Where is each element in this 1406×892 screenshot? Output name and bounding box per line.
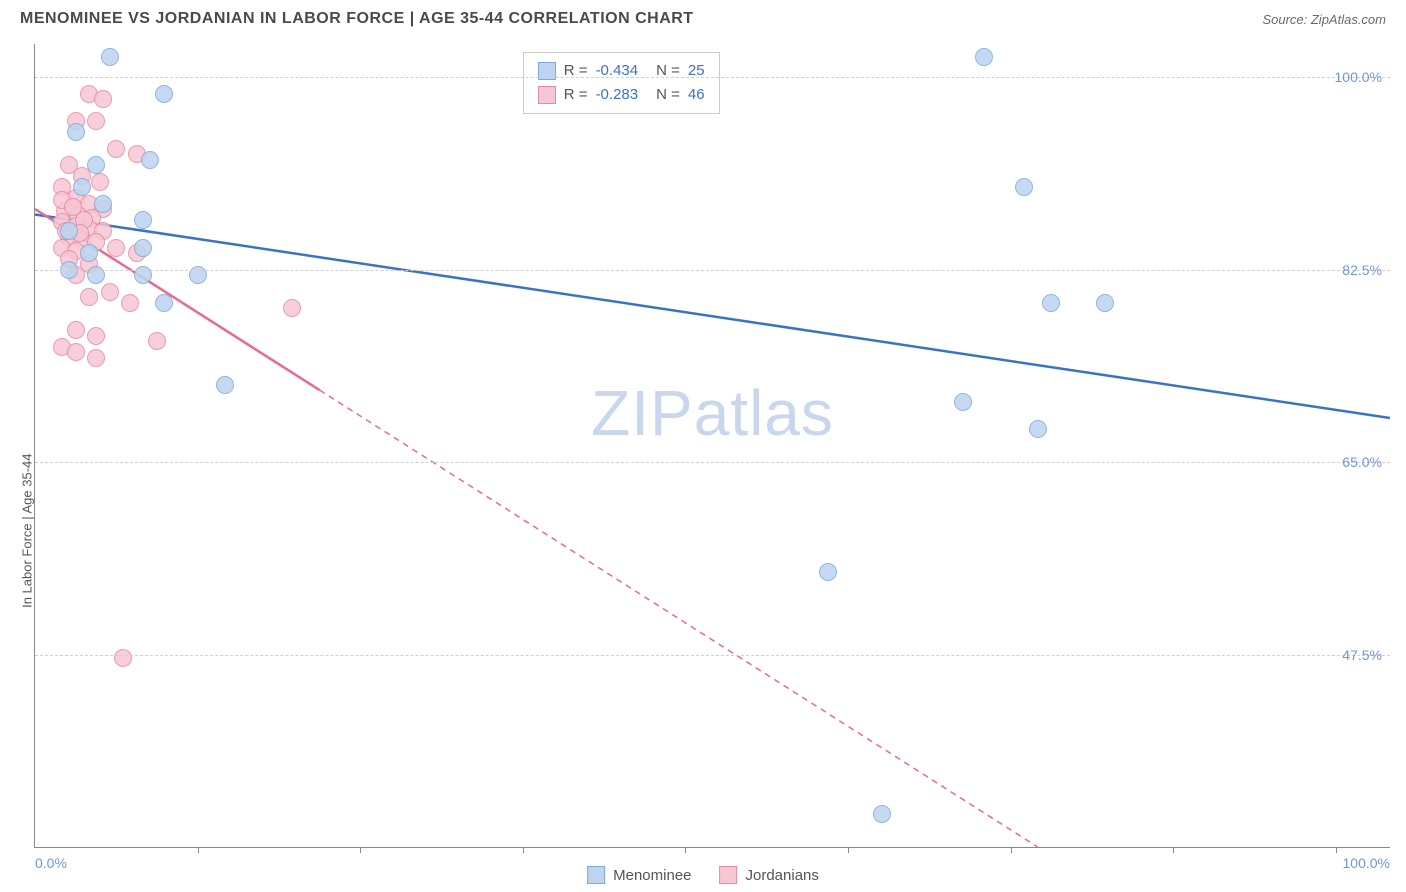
data-point-jordanians — [87, 349, 105, 367]
data-point-menominee — [975, 48, 993, 66]
data-point-menominee — [134, 211, 152, 229]
data-point-menominee — [1042, 294, 1060, 312]
data-point-jordanians — [87, 112, 105, 130]
data-point-jordanians — [80, 288, 98, 306]
gridline — [35, 270, 1390, 271]
data-point-menominee — [141, 151, 159, 169]
data-point-menominee — [94, 195, 112, 213]
x-tick-mark — [1173, 847, 1174, 853]
data-point-menominee — [1096, 294, 1114, 312]
x-tick-mark — [360, 847, 361, 853]
x-tick-mark — [1336, 847, 1337, 853]
data-point-jordanians — [67, 321, 85, 339]
data-point-menominee — [80, 244, 98, 262]
stats-row-menominee: R = -0.434 N = 25 — [538, 59, 705, 83]
gridline — [35, 462, 1390, 463]
data-point-menominee — [73, 178, 91, 196]
legend-swatch-menominee — [587, 866, 605, 884]
y-axis-label: In Labor Force | Age 35-44 — [20, 453, 35, 607]
data-point-menominee — [60, 222, 78, 240]
chart-header: MENOMINEE VS JORDANIAN IN LABOR FORCE | … — [0, 0, 1406, 34]
legend-swatch-jordanians — [720, 866, 738, 884]
y-tick-label: 82.5% — [1342, 262, 1382, 278]
gridline — [35, 77, 1390, 78]
correlation-stats-box: R = -0.434 N = 25 R = -0.283 N = 46 — [523, 52, 720, 114]
data-point-jordanians — [121, 294, 139, 312]
data-point-menominee — [67, 123, 85, 141]
data-point-menominee — [155, 85, 173, 103]
data-point-jordanians — [148, 332, 166, 350]
gridline — [35, 655, 1390, 656]
y-tick-label: 100.0% — [1335, 69, 1382, 85]
chart-title: MENOMINEE VS JORDANIAN IN LABOR FORCE | … — [20, 10, 694, 28]
data-point-menominee — [873, 805, 891, 823]
legend-item-jordanians: Jordanians — [720, 866, 819, 884]
data-point-jordanians — [91, 173, 109, 191]
swatch-jordanians — [538, 86, 556, 104]
data-point-menominee — [155, 294, 173, 312]
data-point-jordanians — [67, 343, 85, 361]
y-tick-label: 65.0% — [1342, 454, 1382, 470]
x-tick-mark — [685, 847, 686, 853]
stats-row-jordanians: R = -0.283 N = 46 — [538, 83, 705, 107]
data-point-jordanians — [107, 140, 125, 158]
data-point-menominee — [101, 48, 119, 66]
chart-source: Source: ZipAtlas.com — [1262, 12, 1386, 27]
data-point-jordanians — [283, 299, 301, 317]
legend: Menominee Jordanians — [587, 866, 819, 884]
x-tick-mark — [848, 847, 849, 853]
data-point-jordanians — [87, 327, 105, 345]
x-tick-mark — [523, 847, 524, 853]
data-point-menominee — [1015, 178, 1033, 196]
data-point-jordanians — [107, 239, 125, 257]
chart-frame: In Labor Force | Age 35-44 ZIPatlas R = … — [34, 44, 1390, 848]
x-tick-label: 0.0% — [35, 855, 67, 871]
x-tick-label: 100.0% — [1343, 855, 1390, 871]
data-point-jordanians — [114, 649, 132, 667]
y-tick-label: 47.5% — [1342, 647, 1382, 663]
data-point-menominee — [134, 239, 152, 257]
x-tick-mark — [198, 847, 199, 853]
data-point-menominee — [819, 563, 837, 581]
legend-item-menominee: Menominee — [587, 866, 691, 884]
x-tick-mark — [1011, 847, 1012, 853]
data-point-jordanians — [101, 283, 119, 301]
data-point-jordanians — [94, 90, 112, 108]
data-point-menominee — [87, 156, 105, 174]
scatter-plot-area — [35, 44, 1390, 847]
data-point-menominee — [216, 376, 234, 394]
data-point-menominee — [954, 393, 972, 411]
data-point-menominee — [1029, 420, 1047, 438]
